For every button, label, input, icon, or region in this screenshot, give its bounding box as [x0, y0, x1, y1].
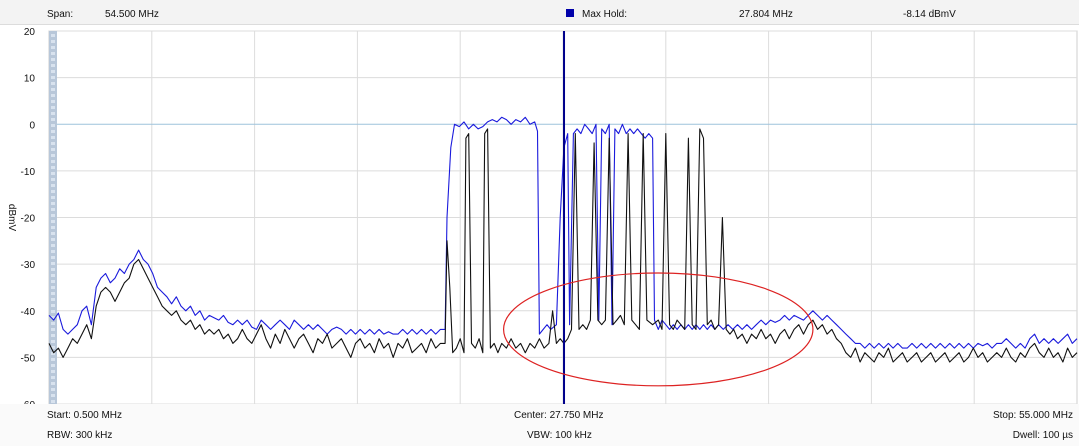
- y-tick-label: -20: [21, 214, 36, 225]
- scrollbar-grip: [51, 274, 55, 277]
- scrollbar-grip: [51, 124, 55, 127]
- scrollbar-grip: [51, 376, 55, 379]
- scrollbar-grip: [51, 202, 55, 205]
- scrollbar-grip: [51, 394, 55, 397]
- y-tick-label: -60: [21, 400, 36, 404]
- y-axis-label: dBmV: [6, 204, 17, 232]
- vbw-value: VBW: 100 kHz: [527, 430, 592, 441]
- scrollbar-grip: [51, 100, 55, 103]
- scrollbar-grip: [51, 226, 55, 229]
- max-hold-swatch-icon: [566, 9, 574, 17]
- scrollbar-grip: [51, 136, 55, 139]
- scrollbar-grip: [51, 58, 55, 61]
- scrollbar-grip: [51, 190, 55, 193]
- scrollbar-grip: [51, 148, 55, 151]
- scrollbar-grip: [51, 232, 55, 235]
- scrollbar-grip: [51, 382, 55, 385]
- span-value: 54.500 MHz: [105, 9, 159, 20]
- scrollbar-grip: [51, 52, 55, 55]
- stop-frequency: Stop: 55.000 MHz: [992, 410, 1073, 421]
- spectrum-chart: 20 10 0 -10 -20 -30 -40 -50 -60 dBmV: [6, 27, 1078, 404]
- y-tick-label: -30: [21, 260, 36, 271]
- y-tick-label: -40: [21, 307, 36, 318]
- scrollbar-grip: [51, 106, 55, 109]
- annotation-ellipse: [502, 272, 814, 387]
- marker-frequency: 27.804 MHz: [739, 9, 793, 20]
- scrollbar-grip: [51, 154, 55, 157]
- scrollbar-grip: [51, 70, 55, 73]
- scrollbar-grip: [51, 280, 55, 283]
- scrollbar-grip: [51, 208, 55, 211]
- live-trace: [48, 128, 1078, 363]
- scrollbar-grip: [51, 64, 55, 67]
- scrollbar-grip: [51, 364, 55, 367]
- scrollbar-grip: [51, 46, 55, 49]
- rbw-value: RBW: 300 kHz: [47, 430, 113, 441]
- y-tick-label: 0: [29, 120, 35, 131]
- max-hold-label: Max Hold:: [582, 9, 628, 20]
- scrollbar-grip: [51, 388, 55, 391]
- scrollbar-grip: [51, 130, 55, 133]
- scrollbar-grip: [51, 118, 55, 121]
- scrollbar-grip: [51, 94, 55, 97]
- marker-level: -8.14 dBmV: [903, 9, 956, 20]
- start-frequency: Start: 0.500 MHz: [47, 410, 123, 421]
- scrollbar-grip: [51, 286, 55, 289]
- y-tick-label: -50: [21, 353, 36, 364]
- scrollbar-grip: [51, 160, 55, 163]
- scrollbar-grip: [51, 262, 55, 265]
- scrollbar-grip: [51, 268, 55, 271]
- scrollbar-grip: [51, 358, 55, 361]
- scrollbar-grip: [51, 112, 55, 115]
- scrollbar-grip: [51, 298, 55, 301]
- scrollbar-grip: [51, 250, 55, 253]
- scrollbar-grip: [51, 400, 55, 403]
- y-tick-label: 10: [24, 74, 36, 85]
- center-frequency: Center: 27.750 MHz: [514, 410, 604, 421]
- y-tick-label: -10: [21, 167, 36, 178]
- max-hold-trace: [48, 116, 1078, 349]
- scrollbar-grip: [51, 214, 55, 217]
- scrollbar-grip: [51, 352, 55, 355]
- scrollbar-grip: [51, 238, 55, 241]
- scrollbar-grip: [51, 334, 55, 337]
- scrollbar-grip: [51, 304, 55, 307]
- header-bar: Span: 54.500 MHz Max Hold: 27.804 MHz -8…: [0, 0, 1079, 25]
- scrollbar-grip: [51, 244, 55, 247]
- scrollbar-grip: [51, 310, 55, 313]
- scrollbar-grip: [51, 328, 55, 331]
- scrollbar-grip: [51, 340, 55, 343]
- scrollbar-grip: [51, 82, 55, 85]
- scrollbar-grip: [51, 184, 55, 187]
- scrollbar-grip: [51, 220, 55, 223]
- amplitude-scrollbar: [49, 31, 57, 404]
- scrollbar-grip: [51, 346, 55, 349]
- scrollbar-grip: [51, 196, 55, 199]
- y-tick-label: 20: [24, 27, 36, 38]
- scrollbar-grip: [51, 322, 55, 325]
- scrollbar-grip: [51, 142, 55, 145]
- scrollbar-grip: [51, 40, 55, 43]
- footer-bar: Start: 0.500 MHz Center: 27.750 MHz Stop…: [0, 404, 1079, 446]
- scrollbar-grip: [51, 256, 55, 259]
- scrollbar-grip: [51, 76, 55, 79]
- span-label: Span:: [47, 9, 74, 20]
- scrollbar-grip: [51, 178, 55, 181]
- scrollbar-grip: [51, 34, 55, 37]
- scrollbar-grip: [51, 88, 55, 91]
- dwell-value: Dwell: 100 µs: [1012, 430, 1073, 441]
- scrollbar-grip: [51, 370, 55, 373]
- scrollbar-grip: [51, 166, 55, 169]
- scrollbar-grip: [51, 316, 55, 319]
- scrollbar-grip: [51, 292, 55, 295]
- scrollbar-grip: [51, 172, 55, 175]
